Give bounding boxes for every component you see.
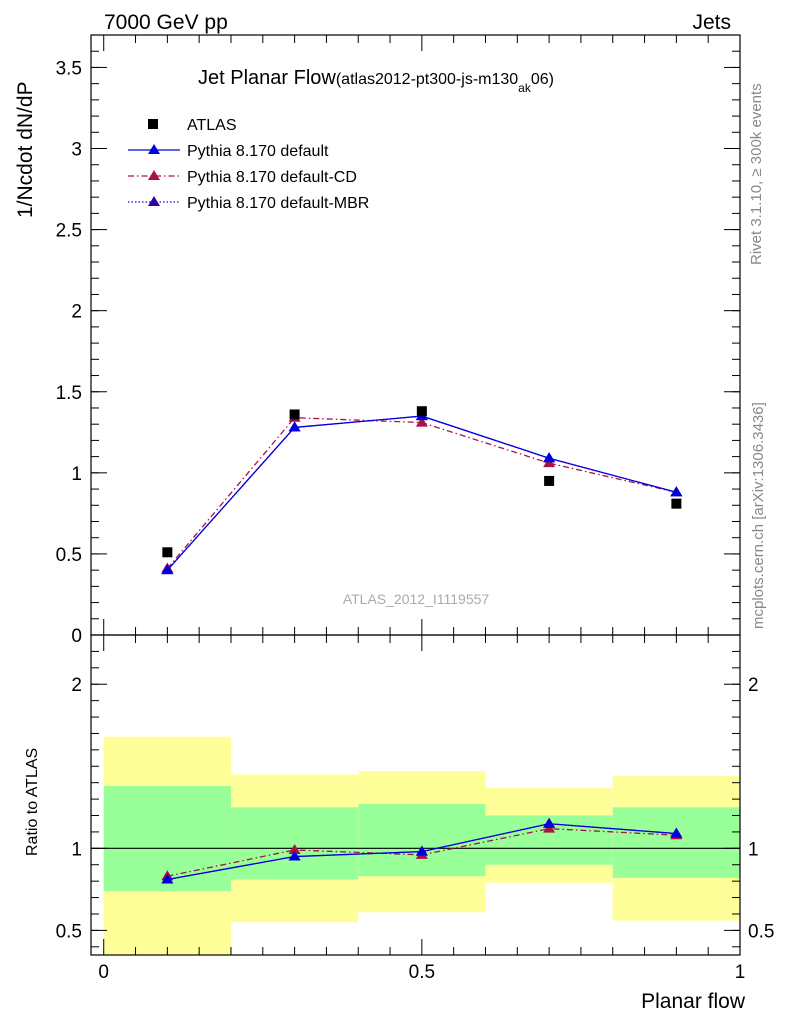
chart-title: Jet Planar Flow(atlas2012-pt300-js-m130a… bbox=[198, 67, 554, 95]
data-point-atlas bbox=[289, 409, 300, 420]
mcplots-label: mcplots.cern.ch [arXiv:1306.3436] bbox=[750, 402, 767, 629]
main-y-tick-label: 0 bbox=[71, 626, 82, 647]
ratio-y-tick-label: 2 bbox=[71, 675, 82, 696]
legend-item-atlas: ATLAS bbox=[148, 117, 237, 134]
main-y-tick-label: 0.5 bbox=[56, 545, 82, 566]
main-y-tick-label: 1.5 bbox=[56, 383, 82, 404]
legend-item-default: Pythia 8.170 default bbox=[128, 143, 329, 160]
ratio-plot-frame bbox=[90, 634, 741, 956]
header-right: Jets bbox=[692, 11, 731, 34]
ratio-series-point-default bbox=[670, 827, 683, 838]
main-y-tick-label: 1 bbox=[71, 464, 82, 485]
legend-marker-square bbox=[148, 119, 158, 129]
analysis-watermark: ATLAS_2012_I1119557 bbox=[343, 591, 490, 607]
legend-marker-triangle bbox=[148, 196, 160, 206]
data-point-atlas bbox=[162, 547, 173, 558]
uncertainty-band-inner bbox=[358, 804, 486, 877]
legend-label-default-cd: Pythia 8.170 default-CD bbox=[187, 169, 357, 186]
data-point-atlas bbox=[671, 498, 682, 509]
main-y-tick-label: 3.5 bbox=[56, 58, 82, 79]
data-point-atlas bbox=[416, 406, 427, 417]
x-tick-label: 0 bbox=[98, 962, 109, 983]
ratio-series-point-default bbox=[161, 873, 174, 884]
legend-item-default-cd: Pythia 8.170 default-CD bbox=[128, 169, 357, 186]
main-series-line-default-cd bbox=[166, 417, 677, 569]
main-series-point-default bbox=[288, 421, 301, 432]
main-series-point-default-cd bbox=[415, 416, 428, 427]
ratio-y-tick-label: 1 bbox=[71, 839, 82, 860]
ratio-series-point-default bbox=[543, 817, 556, 828]
x-tick-label: 1 bbox=[735, 962, 746, 983]
rivet-version-label: Rivet 3.1.10, ≥ 300k events bbox=[748, 83, 765, 265]
ratio-y-tick-label: 0.5 bbox=[56, 921, 82, 942]
main-y-tick-label: 3 bbox=[71, 140, 82, 161]
data-point-atlas bbox=[544, 475, 555, 486]
legend-item-default-mbr: Pythia 8.170 default-MBR bbox=[128, 195, 369, 212]
main-series-point-default bbox=[670, 486, 683, 497]
ratio-y-axis-label: Ratio to ATLAS bbox=[24, 748, 41, 856]
main-series-line-default-mbr bbox=[166, 415, 677, 571]
legend-label-default-mbr: Pythia 8.170 default-MBR bbox=[187, 195, 369, 212]
ratio-series-point-default-cd bbox=[288, 843, 301, 854]
main-series-point-default bbox=[543, 452, 556, 463]
ratio-y-tick-label-right: 1 bbox=[748, 839, 759, 860]
header-left: 7000 GeV pp bbox=[104, 11, 228, 34]
main-y-tick-label: 2 bbox=[71, 302, 82, 323]
ratio-y-tick-label-right: 0.5 bbox=[748, 921, 774, 942]
main-y-axis-label: 1/Ncdot dN/dP bbox=[14, 81, 37, 218]
ratio-panel: 0.5 0.51 12 20 0.5 1 bbox=[56, 635, 774, 983]
main-series-point-default bbox=[161, 564, 174, 575]
main-y-tick-label: 2.5 bbox=[56, 221, 82, 242]
main-series-line-default bbox=[166, 415, 677, 571]
main-panel: 0 0.5 1 1.5 2 2.5 3 3.5 bbox=[56, 35, 741, 647]
legend-label-default: Pythia 8.170 default bbox=[187, 143, 329, 160]
ratio-series-point-default bbox=[415, 845, 428, 856]
x-tick-label: 0.5 bbox=[409, 962, 435, 983]
x-axis-label: Planar flow bbox=[641, 990, 746, 1013]
uncertainty-band-inner bbox=[230, 807, 359, 880]
legend-marker-triangle bbox=[148, 170, 160, 180]
legend-marker-triangle bbox=[148, 144, 160, 154]
legend-label-atlas: ATLAS bbox=[187, 117, 237, 134]
uncertainty-band-inner bbox=[612, 807, 740, 878]
ratio-y-tick-label-right: 2 bbox=[748, 675, 759, 696]
legend: ATLAS Pythia 8.170 default Pythia 8.170 … bbox=[128, 117, 369, 212]
ratio-series-point-default bbox=[288, 850, 301, 861]
